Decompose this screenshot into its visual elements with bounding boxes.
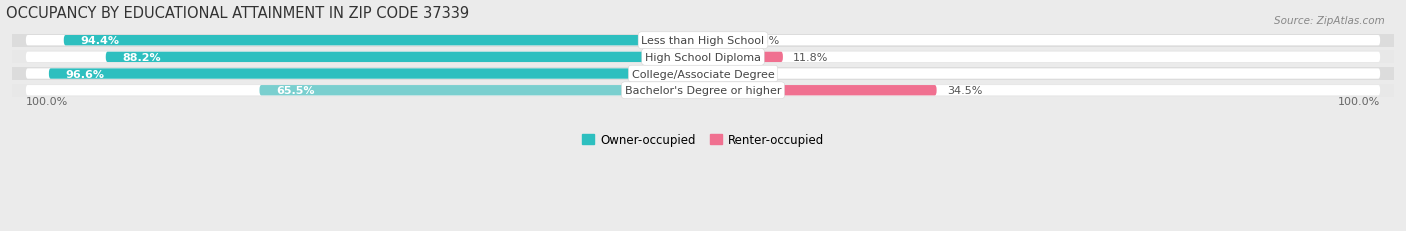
Text: 3.4%: 3.4% [737,69,765,79]
Text: Source: ZipAtlas.com: Source: ZipAtlas.com [1274,16,1385,26]
Text: High School Diploma: High School Diploma [645,53,761,63]
Text: Bachelor's Degree or higher: Bachelor's Degree or higher [624,86,782,96]
FancyBboxPatch shape [25,36,1381,46]
Text: 88.2%: 88.2% [122,53,162,63]
Text: 5.6%: 5.6% [751,36,779,46]
FancyBboxPatch shape [13,84,1393,97]
Text: 100.0%: 100.0% [25,97,67,106]
Legend: Owner-occupied, Renter-occupied: Owner-occupied, Renter-occupied [578,129,828,151]
Text: 94.4%: 94.4% [80,36,120,46]
Text: 34.5%: 34.5% [946,86,983,96]
FancyBboxPatch shape [63,36,703,46]
Text: 100.0%: 100.0% [1339,97,1381,106]
FancyBboxPatch shape [105,52,703,63]
Text: Less than High School: Less than High School [641,36,765,46]
FancyBboxPatch shape [260,86,703,96]
FancyBboxPatch shape [703,52,783,63]
Text: 11.8%: 11.8% [793,53,828,63]
FancyBboxPatch shape [25,69,1381,79]
FancyBboxPatch shape [49,69,703,79]
Text: College/Associate Degree: College/Associate Degree [631,69,775,79]
FancyBboxPatch shape [703,86,936,96]
Text: 65.5%: 65.5% [277,86,315,96]
FancyBboxPatch shape [13,35,1393,47]
FancyBboxPatch shape [25,86,1381,96]
FancyBboxPatch shape [703,69,725,79]
FancyBboxPatch shape [25,52,1381,63]
FancyBboxPatch shape [13,68,1393,81]
Text: 96.6%: 96.6% [66,69,105,79]
FancyBboxPatch shape [703,36,741,46]
FancyBboxPatch shape [13,51,1393,64]
Text: OCCUPANCY BY EDUCATIONAL ATTAINMENT IN ZIP CODE 37339: OCCUPANCY BY EDUCATIONAL ATTAINMENT IN Z… [6,6,468,21]
